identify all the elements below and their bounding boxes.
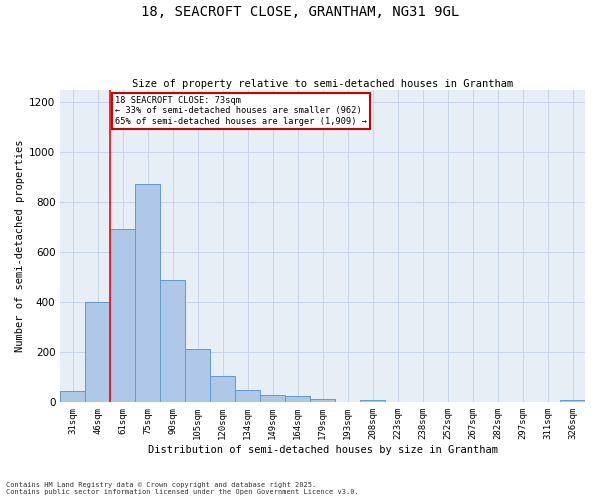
Bar <box>185 348 210 403</box>
Bar <box>60 390 85 402</box>
Bar <box>160 280 185 402</box>
Text: Contains HM Land Registry data © Crown copyright and database right 2025.
Contai: Contains HM Land Registry data © Crown c… <box>6 482 359 495</box>
X-axis label: Distribution of semi-detached houses by size in Grantham: Distribution of semi-detached houses by … <box>148 445 497 455</box>
Title: Size of property relative to semi-detached houses in Grantham: Size of property relative to semi-detach… <box>132 79 513 89</box>
Bar <box>560 400 585 402</box>
Bar <box>310 399 335 402</box>
Bar <box>360 400 385 402</box>
Bar <box>260 396 285 402</box>
Bar <box>135 184 160 402</box>
Text: 18, SEACROFT CLOSE, GRANTHAM, NG31 9GL: 18, SEACROFT CLOSE, GRANTHAM, NG31 9GL <box>141 5 459 19</box>
Text: 18 SEACROFT CLOSE: 73sqm
← 33% of semi-detached houses are smaller (962)
65% of : 18 SEACROFT CLOSE: 73sqm ← 33% of semi-d… <box>115 96 367 126</box>
Bar <box>110 228 135 402</box>
Bar <box>285 396 310 402</box>
Y-axis label: Number of semi-detached properties: Number of semi-detached properties <box>15 140 25 352</box>
Bar <box>210 376 235 402</box>
Bar <box>85 302 110 402</box>
Bar <box>235 390 260 402</box>
